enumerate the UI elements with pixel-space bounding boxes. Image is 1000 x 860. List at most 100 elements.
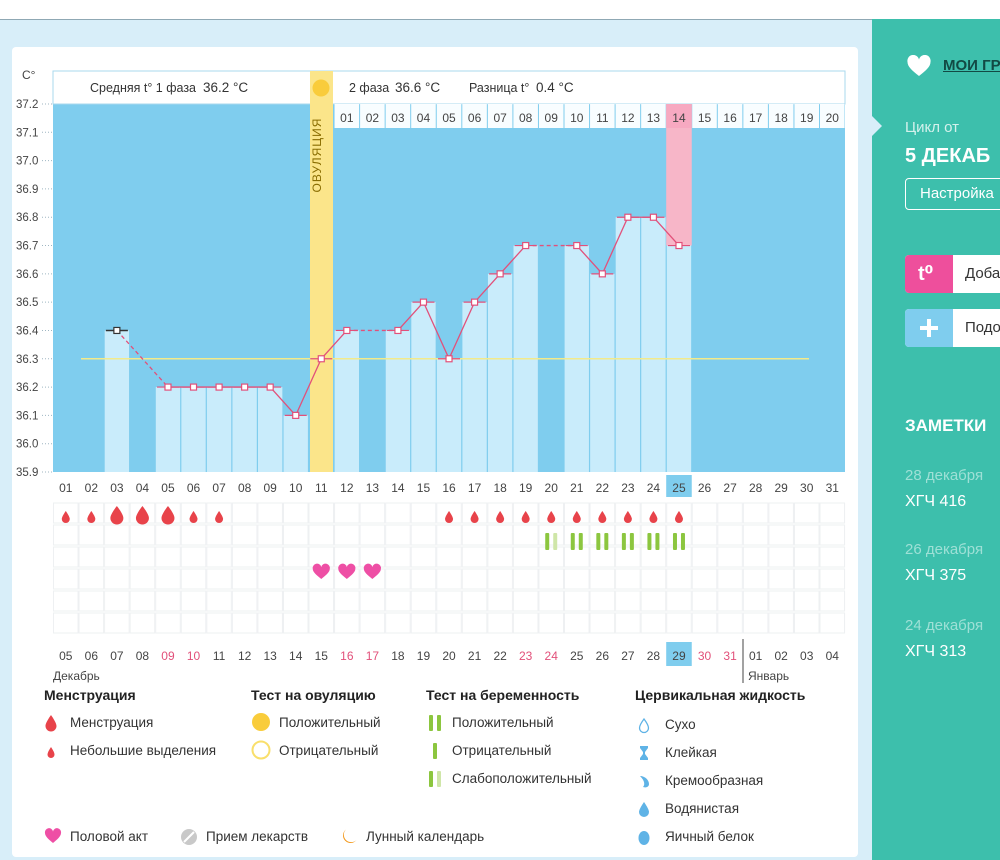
grid-cell	[231, 568, 258, 590]
legend-cm-sticky-label: Клейкая	[665, 745, 717, 760]
grid-cell	[666, 612, 692, 634]
grid-cell	[53, 590, 79, 612]
grid-cell	[231, 524, 258, 546]
note-text[interactable]: ХГЧ 375	[905, 567, 967, 584]
temperature-point	[215, 383, 223, 391]
calendar-date-label: 31	[723, 649, 737, 663]
grid-cell	[257, 502, 283, 524]
grid-cell	[78, 590, 105, 612]
cycle-day-label: 21	[570, 481, 584, 495]
grid-cell	[410, 590, 437, 612]
cycle-day-label: 29	[774, 481, 788, 495]
grid-cell	[53, 546, 79, 568]
calendar-date-label: 20	[442, 649, 456, 663]
grid-cell	[206, 546, 232, 568]
post-ovulation-day-label: 08	[519, 111, 533, 125]
temperature-bar	[283, 415, 308, 472]
pregnancy-test-line	[655, 533, 660, 550]
temperature-point	[470, 298, 479, 306]
grid-cell	[282, 502, 309, 524]
post-ovulation-day-label: 18	[774, 111, 788, 125]
phase1-label: Средняя t° 1 фаза	[90, 81, 196, 95]
temperature-point	[624, 213, 632, 221]
grid-cell	[180, 546, 207, 568]
grid-cell	[819, 546, 846, 568]
my-charts-link[interactable]: МОИ ГР	[943, 57, 1000, 74]
temperature-point	[292, 411, 300, 419]
cycle-day-label: 28	[749, 481, 763, 495]
temperature-line-segment	[576, 245, 603, 275]
grid-cell	[666, 590, 692, 612]
cycle-day-label: 14	[391, 481, 405, 495]
calendar-date-label: 24	[545, 649, 559, 663]
grid-cell	[691, 612, 718, 634]
post-day-cell	[794, 104, 819, 128]
calendar-date-label: 29	[672, 649, 686, 663]
add-more-button[interactable]: Подо	[905, 309, 1000, 347]
temperature-point	[164, 383, 172, 391]
grid-cell	[691, 524, 718, 546]
grid-cell	[691, 590, 718, 612]
cycle-day-label: 30	[800, 481, 814, 495]
grid-cell	[206, 590, 232, 612]
pregnancy-test-line	[596, 533, 601, 550]
grid-cell	[78, 612, 105, 634]
calendar-date-label: 05	[59, 649, 73, 663]
post-ovulation-day-label: 01	[340, 111, 354, 125]
grid-cell	[717, 524, 743, 546]
temperature-bar	[104, 330, 130, 472]
post-ovulation-day-label: 03	[391, 111, 405, 125]
spotting-drop	[572, 511, 581, 523]
cycle-day-label: 09	[263, 481, 277, 495]
pregnancy-test-line	[621, 533, 626, 550]
grid-cell	[206, 568, 232, 590]
note-text[interactable]: ХГЧ 313	[905, 643, 967, 660]
legend-cm-creamy-label: Кремообразная	[665, 773, 764, 788]
temperature-bar	[615, 217, 641, 472]
calendar-date-label: 08	[136, 649, 150, 663]
grid-cell	[640, 546, 667, 568]
grid-cell	[180, 568, 207, 590]
temperature-line-segment	[320, 330, 348, 360]
calendar-date-label: 19	[417, 649, 431, 663]
grid-cell	[768, 568, 794, 590]
cycle-day-label: 24	[647, 481, 661, 495]
grid-cell	[231, 546, 258, 568]
grid-cell	[589, 546, 616, 568]
grid-cell	[768, 502, 794, 524]
bbt-chart: ОВУЛЯЦИЯ Средняя t° 1 фаза 36.2 °C 2 фаз…	[16, 68, 846, 683]
temperature-bar	[436, 358, 462, 472]
post-day-cell	[743, 104, 768, 128]
grid-cell	[282, 524, 309, 546]
temperature-bar	[258, 387, 283, 472]
grid-cell	[691, 546, 718, 568]
grid-cell	[78, 524, 105, 546]
grid-cell	[155, 568, 181, 590]
grid-cell	[768, 524, 794, 546]
ovulation-test-positive-icon	[312, 79, 330, 97]
today-date-bg	[666, 642, 692, 666]
grid-cell	[461, 546, 488, 568]
add-temperature-button[interactable]: t⁰ Доба	[905, 255, 1000, 293]
spotting-drop	[496, 511, 505, 523]
grid-cell	[257, 546, 283, 568]
grid-cell	[180, 590, 207, 612]
grid-cell	[410, 546, 437, 568]
grid-cell	[819, 612, 846, 634]
grid-cell	[180, 524, 207, 546]
top-bar	[0, 0, 1000, 20]
note-text[interactable]: ХГЧ 416	[905, 493, 967, 510]
temperature-bar	[155, 387, 181, 472]
temperature-line-segment	[499, 245, 527, 275]
calendar-date-label: 18	[391, 649, 405, 663]
spotting-drop	[470, 511, 479, 523]
grid-cell	[819, 502, 846, 524]
drop-filled-icon	[639, 802, 649, 817]
grid-cell	[640, 612, 667, 634]
y-tick-label: 36.2	[16, 382, 38, 394]
settings-button[interactable]: Настройка	[905, 178, 1000, 210]
month-december: Декабрь	[53, 669, 100, 683]
calendar-date-label: 07	[110, 649, 124, 663]
grid-cell	[231, 612, 258, 634]
grid-cell	[308, 612, 335, 634]
